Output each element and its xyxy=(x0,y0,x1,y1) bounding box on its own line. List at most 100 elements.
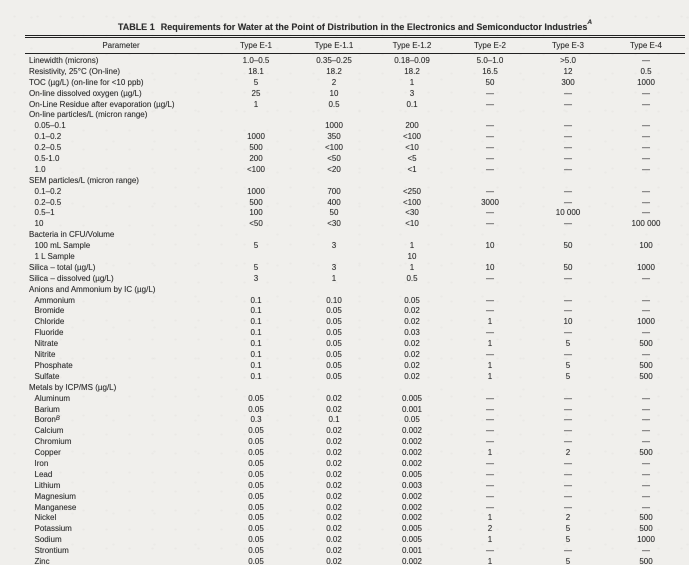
row-value: — xyxy=(642,546,650,556)
row-value: — xyxy=(564,328,572,338)
table-row: Calcium 0.05 0.02 0.002 — — — xyxy=(25,426,685,437)
table-row: 0.1–0.2 1000 700 <250 — — — xyxy=(25,187,685,198)
row-value: 500 xyxy=(639,513,653,523)
row-label: Manganese xyxy=(34,502,77,512)
table-row: Copper 0.05 0.02 0.002 1 2 500 xyxy=(25,448,685,459)
row-value: 0.05 xyxy=(248,404,264,414)
row-value: 1 xyxy=(487,513,493,523)
row-value: <50 xyxy=(327,154,341,164)
row-label: Linewidth (microns) xyxy=(29,56,99,65)
row-label: BoronB xyxy=(34,415,60,425)
row-value: <1 xyxy=(407,164,417,174)
row-value: <100 xyxy=(324,143,344,153)
row-value: — xyxy=(564,132,572,142)
row-value: >5.0 xyxy=(560,56,576,65)
row-value: 0.002 xyxy=(401,513,423,523)
row-value: 500 xyxy=(249,143,263,153)
row-value: 3 xyxy=(331,241,337,251)
row-value xyxy=(373,176,451,187)
row-label: Nitrate xyxy=(34,339,59,349)
row-value: <30 xyxy=(405,208,419,218)
row-value: 18.1 xyxy=(248,66,264,76)
row-value xyxy=(373,110,451,121)
row-value: 0.05 xyxy=(248,448,264,458)
table-title-text: Requirements for Water at the Point of D… xyxy=(160,22,588,32)
row-value xyxy=(529,176,607,187)
row-label: 0.1–0.2 xyxy=(34,186,62,196)
row-value: 0.02 xyxy=(404,371,420,381)
row-value: 0.002 xyxy=(401,458,423,468)
row-label: On-line dissolved oxygen (µg/L) xyxy=(29,88,142,98)
row-value: 0.1 xyxy=(250,317,262,327)
row-value: 0.1 xyxy=(250,295,262,305)
row-value: — xyxy=(642,458,650,468)
table-row: 1.0 <100 <20 <1 — — — xyxy=(25,165,685,176)
row-value: 5 xyxy=(565,535,571,545)
row-value: 0.02 xyxy=(326,404,342,414)
row-value: — xyxy=(564,415,572,425)
row-value: 1 xyxy=(487,360,493,370)
row-value: 10 xyxy=(563,317,573,327)
row-value: 0.005 xyxy=(401,469,423,479)
row-value: 1000 xyxy=(247,186,265,196)
row-value: — xyxy=(564,404,572,414)
row-value: 0.05 xyxy=(248,535,264,545)
row-value: 0.1 xyxy=(250,350,262,360)
row-value: 100 xyxy=(639,241,653,251)
row-value: 0.02 xyxy=(326,469,342,479)
row-value: 0.02 xyxy=(326,426,342,436)
table-row: Resistivity, 25°C (On-line) 18.1 18.2 18.2 1… xyxy=(25,67,685,78)
row-value: 0.05 xyxy=(248,491,264,501)
row-value: — xyxy=(564,143,572,153)
table-row: TOC (µg/L) (on-line for <10 ppb) 5 2 1 50 300… xyxy=(25,78,685,89)
table-row: Ammonium 0.1 0.10 0.05 — — — xyxy=(25,296,685,307)
row-value: 5 xyxy=(565,360,571,370)
row-value: 0.002 xyxy=(401,426,423,436)
row-value: 2 xyxy=(331,77,337,87)
table-row: BoronB 0.3 0.1 0.05 — — — xyxy=(25,415,685,426)
row-value xyxy=(529,110,607,121)
table-row: Anions and Ammonium by IC (µg/L) xyxy=(25,285,685,296)
row-value: 500 xyxy=(639,360,653,370)
row-value: 0.05 xyxy=(248,393,264,403)
row-value: 0.05 xyxy=(248,524,264,534)
row-value: 0.05 xyxy=(404,295,420,305)
row-value: — xyxy=(486,186,494,196)
table-header-row: Parameter Type E-1 Type E-1.1 Type E-1.2 Typ… xyxy=(25,38,685,53)
row-value: 1 xyxy=(409,262,415,272)
row-value: 0.002 xyxy=(401,491,423,501)
row-value: 1 xyxy=(487,371,493,381)
row-value: 0.02 xyxy=(326,524,342,534)
row-value: — xyxy=(486,393,494,403)
row-value: — xyxy=(486,480,494,490)
row-value: — xyxy=(564,88,572,98)
table-row: Potassium 0.05 0.02 0.005 2 5 500 xyxy=(25,524,685,535)
row-label: Nickel xyxy=(34,513,57,523)
row-value: 0.02 xyxy=(326,546,342,556)
row-value: <10 xyxy=(405,143,419,153)
row-value: 2 xyxy=(565,448,571,458)
row-label: Iron xyxy=(34,458,49,468)
table-row: Aluminum 0.05 0.02 0.005 — — — xyxy=(25,394,685,405)
row-value: — xyxy=(564,502,572,512)
row-value xyxy=(217,230,295,241)
row-value: — xyxy=(564,491,572,501)
row-value: — xyxy=(486,469,494,479)
row-value: — xyxy=(486,164,494,174)
row-value: 0.02 xyxy=(326,437,342,447)
row-value xyxy=(451,176,529,187)
row-value: 0.05 xyxy=(326,317,342,327)
top-double-rule xyxy=(25,35,685,38)
row-label: 100 mL Sample xyxy=(34,241,91,251)
row-value xyxy=(529,230,607,241)
row-value: — xyxy=(564,273,572,283)
row-label: TOC (µg/L) (on-line for <10 ppb) xyxy=(29,77,144,87)
row-label: Metals by ICP/MS (µg/L) xyxy=(29,382,117,392)
row-value: — xyxy=(642,208,650,218)
row-value: 0.05 xyxy=(248,513,264,523)
row-value: <10 xyxy=(405,219,419,229)
row-value: 5 xyxy=(565,339,571,349)
row-value xyxy=(607,110,685,121)
row-value: 0.05 xyxy=(326,350,342,360)
row-label: 0.5-1.0 xyxy=(34,154,60,164)
